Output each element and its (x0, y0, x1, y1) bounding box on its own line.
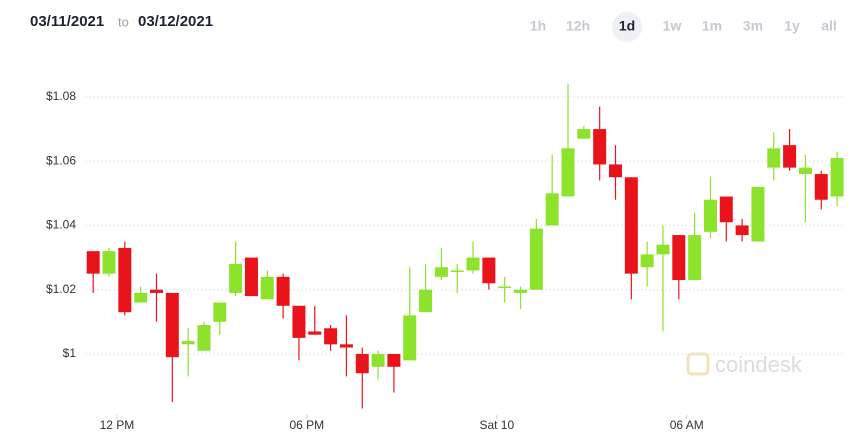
range-button[interactable]: 12h (566, 18, 590, 34)
x-tick-label: 12 PM (100, 418, 135, 432)
candle-body (149, 289, 163, 293)
range-button[interactable]: all (821, 18, 837, 34)
candle-body (751, 186, 765, 242)
candle-body (577, 129, 591, 139)
candle-body (339, 344, 353, 348)
candle-body (688, 235, 702, 281)
candle-body (102, 251, 116, 274)
candle-body (798, 167, 812, 175)
range-button[interactable]: 1y (784, 18, 800, 34)
candle-body (165, 292, 179, 358)
candle-body (355, 353, 369, 374)
x-tick-label: 06 PM (290, 418, 325, 432)
candle-body (419, 289, 433, 313)
candle-body (482, 257, 496, 284)
watermark-icon (686, 352, 710, 376)
candle-body (703, 199, 717, 232)
candle-body (371, 353, 385, 367)
range-button[interactable]: 1w (663, 18, 682, 34)
candle-body (608, 164, 622, 178)
candle-body (529, 228, 543, 290)
date-from: 03/11/2021 (30, 13, 104, 30)
y-tick-label: $1 (63, 346, 77, 360)
candle-body (324, 328, 338, 345)
watermark-text: coindesk (715, 352, 803, 377)
candle-body (656, 244, 670, 255)
candle-body (118, 247, 132, 313)
candle-body (814, 174, 828, 200)
range-button[interactable]: 3m (743, 18, 763, 34)
candle-body (434, 267, 448, 277)
candle-body (545, 193, 559, 226)
range-button[interactable]: 1h (530, 18, 546, 34)
candle-body (387, 353, 401, 367)
candle-body (719, 196, 733, 223)
candle-body (181, 341, 195, 345)
candle-body (624, 177, 638, 274)
candle-body (213, 302, 227, 322)
candle-body (229, 264, 243, 293)
y-tick-label: $1.02 (46, 282, 76, 296)
x-tick-label: Sat 10 (479, 418, 514, 432)
candle-body (86, 251, 100, 274)
candle-body (783, 145, 797, 168)
candle-body (735, 225, 749, 236)
candle-body (450, 270, 464, 272)
range-button[interactable]: 1d (619, 18, 635, 34)
date-separator: to (118, 14, 129, 29)
range-selected-bg (612, 12, 642, 42)
y-tick-label: $1.04 (46, 218, 76, 232)
watermark: coindesk (686, 352, 803, 377)
candle-body (561, 148, 575, 197)
candle-body (466, 257, 480, 271)
y-tick-label: $1.06 (46, 153, 76, 167)
candle-body (260, 276, 274, 300)
candle-body (276, 276, 290, 306)
candle-body (244, 257, 258, 297)
date-to: 03/12/2021 (138, 13, 213, 30)
candle-body (672, 235, 686, 281)
candle-body (767, 148, 781, 168)
range-button[interactable]: 1m (702, 18, 722, 34)
candle-body (308, 331, 322, 335)
candle-body (134, 292, 148, 303)
x-tick-label: 06 AM (670, 418, 704, 432)
candle-body (403, 315, 417, 361)
candle-body (514, 289, 528, 293)
candle-body (830, 157, 844, 197)
y-tick-label: $1.08 (46, 89, 76, 103)
candle-body (640, 254, 654, 268)
candle-body (292, 305, 306, 338)
candle-body (197, 325, 211, 351)
candle-body (498, 286, 512, 288)
candle-body (593, 129, 607, 165)
